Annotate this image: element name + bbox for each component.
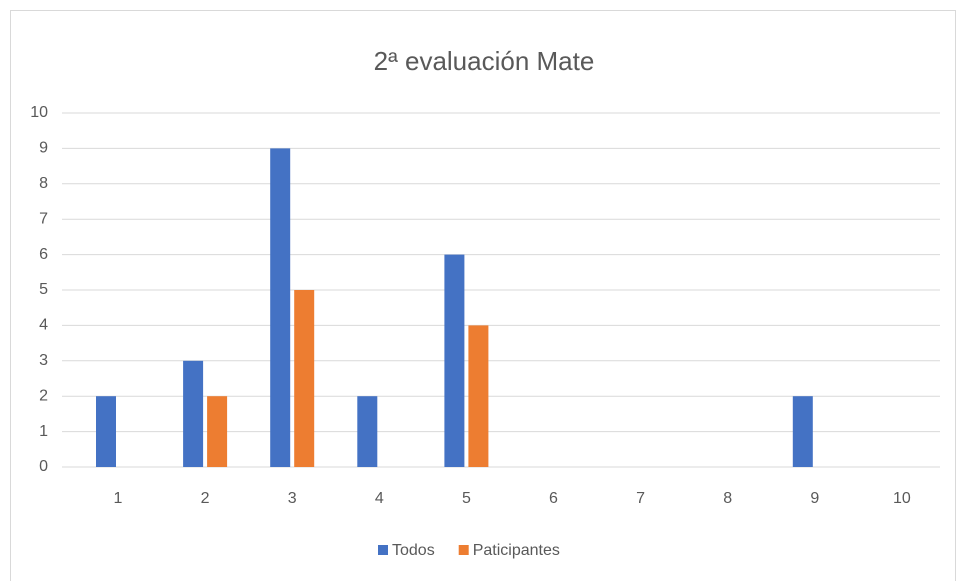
x-tick-label: 6 <box>549 490 558 507</box>
bar <box>792 396 813 467</box>
x-tick-label: 10 <box>893 490 911 507</box>
y-tick-label: 2 <box>39 387 48 404</box>
x-tick-label: 9 <box>810 490 819 507</box>
x-tick-label: 4 <box>375 490 384 507</box>
x-tick-label: 5 <box>462 490 471 507</box>
x-tick-label: 7 <box>636 490 645 507</box>
chart-title: 2ª evaluación Mate <box>374 46 595 76</box>
y-tick-label: 3 <box>39 352 48 369</box>
y-tick-label: 0 <box>39 458 48 475</box>
x-tick-label: 2 <box>201 490 210 507</box>
legend-label: Todos <box>392 542 435 559</box>
y-tick-label: 1 <box>39 423 48 440</box>
bar <box>270 148 291 467</box>
bar <box>444 254 465 467</box>
legend-swatch <box>458 545 469 555</box>
y-tick-label: 7 <box>39 210 48 227</box>
y-tick-label: 9 <box>39 140 48 157</box>
chart-border <box>10 10 956 581</box>
bar <box>294 290 315 467</box>
y-tick-label: 10 <box>30 104 48 121</box>
y-tick-label: 6 <box>39 246 48 263</box>
bar <box>207 396 228 467</box>
bar <box>96 396 116 467</box>
x-tick-label: 8 <box>723 490 732 507</box>
bar <box>183 360 204 467</box>
legend-label: Paticipantes <box>473 542 560 559</box>
legend-swatch <box>378 545 388 555</box>
bar <box>468 325 489 467</box>
x-tick-label: 1 <box>114 490 123 507</box>
y-tick-label: 8 <box>39 175 48 192</box>
y-tick-label: 5 <box>39 281 48 298</box>
y-tick-label: 4 <box>39 317 48 334</box>
bar <box>357 396 378 467</box>
x-tick-label: 3 <box>288 490 297 507</box>
